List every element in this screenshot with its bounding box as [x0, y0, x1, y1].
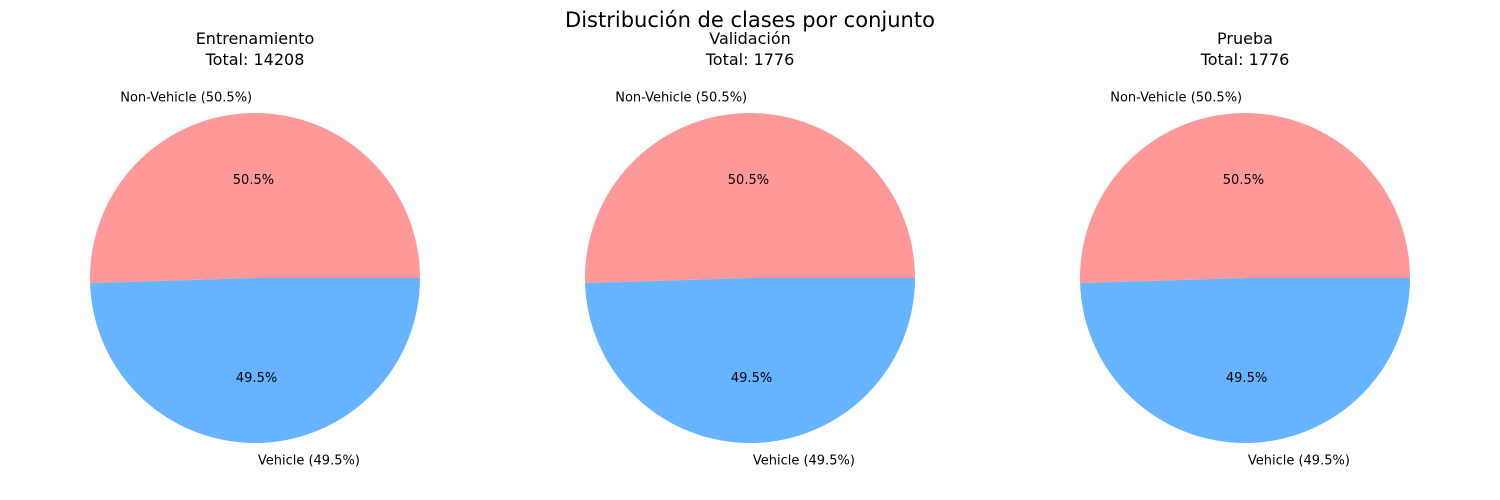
chart-subtitle: Total: 1776: [705, 50, 795, 69]
chart-title: Entrenamiento: [196, 29, 315, 48]
figure-suptitle: Distribución de clases por conjunto: [565, 8, 935, 32]
slice-percent-label: 50.5%: [1223, 173, 1264, 188]
chart-subtitle: Total: 1776: [1200, 50, 1290, 69]
slice-percent-label: 49.5%: [236, 371, 277, 386]
slice-label: Non-Vehicle (50.5%): [1110, 91, 1242, 106]
pie-slice: [90, 278, 420, 443]
slice-percent-label: 49.5%: [1226, 371, 1267, 386]
slice-label: Vehicle (49.5%): [753, 453, 855, 468]
slice-label: Non-Vehicle (50.5%): [615, 91, 747, 106]
pie-chart-2: Validación Total: 1776 Non-Vehicle (50.5%)…: [585, 29, 915, 468]
pie-slice: [585, 113, 915, 284]
slice-label: Vehicle (49.5%): [258, 453, 360, 468]
chart-title: Validación: [709, 29, 791, 48]
slice-label: Non-Vehicle (50.5%): [120, 91, 252, 106]
slice-percent-label: 50.5%: [233, 173, 274, 188]
pie-chart-3: Prueba Total: 1776 Non-Vehicle (50.5%) 50.5…: [1079, 29, 1410, 468]
pie-slice: [1079, 112, 1410, 284]
chart-title: Prueba: [1217, 29, 1273, 48]
slice-percent-label: 50.5%: [728, 173, 769, 188]
pie-slice: [585, 278, 915, 444]
slice-label: Vehicle (49.5%): [1248, 453, 1350, 468]
pie-slice: [90, 112, 421, 284]
pie-slice: [1080, 278, 1410, 443]
charts-container: Entrenamiento Total: 14208 Non-Vehicle (50…: [90, 29, 1410, 468]
slice-percent-label: 49.5%: [731, 371, 772, 386]
pie-chart-1: Entrenamiento Total: 14208 Non-Vehicle (50…: [90, 29, 421, 468]
chart-subtitle: Total: 14208: [205, 50, 305, 69]
